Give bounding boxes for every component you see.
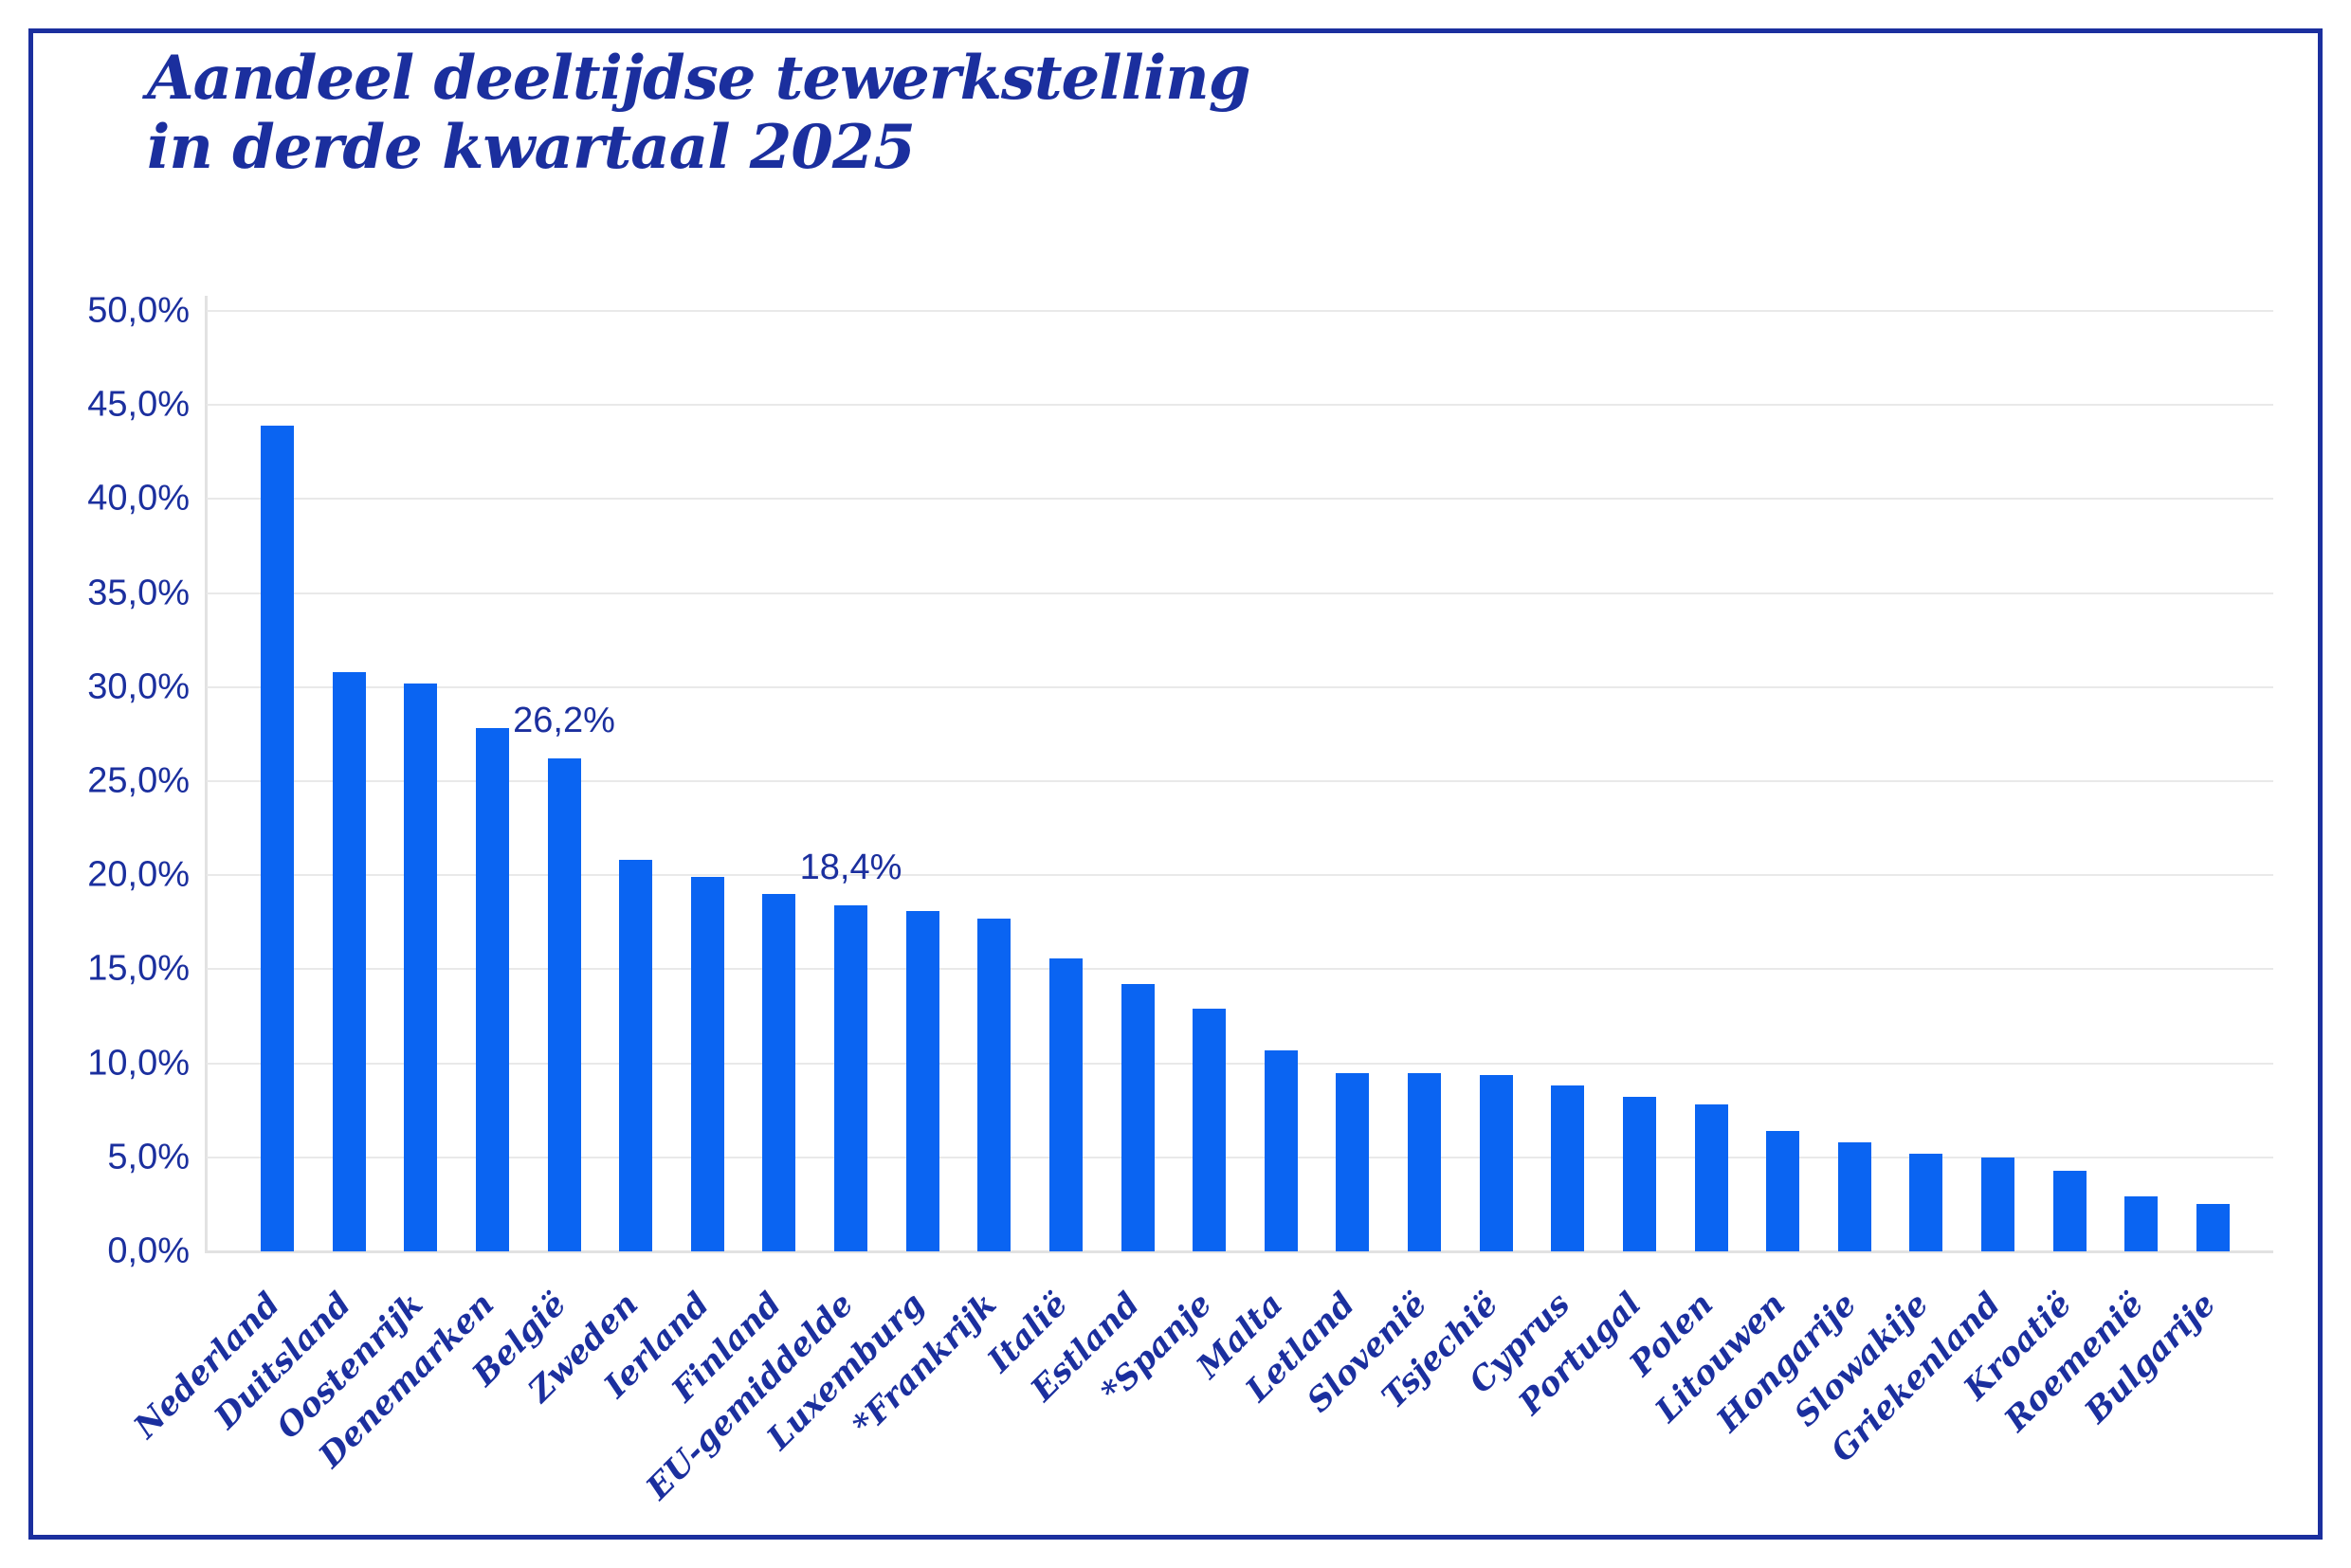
bar-frankrijk [977,918,1011,1251]
gridline-5 [207,1156,2273,1158]
bar-slowakije [1909,1153,1943,1251]
bar-ierland [690,877,724,1251]
bar-tsjechi [1479,1074,1513,1251]
y-tick-label-0: 0,0% [107,1231,190,1271]
bar-duitsland [332,671,366,1251]
bar-value-label-belgi: 26,2% [513,701,615,741]
gridline-50 [207,310,2273,312]
chart-title-line-1: Aandeel deeltijdse tewerkstelling [147,43,1250,114]
y-tick-label-40: 40,0% [87,478,190,519]
gridline-10 [207,1062,2273,1065]
bar-kroati [2052,1170,2087,1251]
x-tick-labels: Nederland Duitsland Oostenrijk Denemarken Be… [126,1251,2273,1536]
bar-malta [1264,1049,1298,1251]
gridline-25 [207,780,2273,782]
y-tick-label-20: 20,0% [87,854,190,895]
y-tick-label-50: 50,0% [87,290,190,331]
bar-portugal [1622,1097,1656,1251]
bar-spanje [1193,1009,1227,1251]
y-tick-label-30: 30,0% [87,666,190,707]
bar-letland [1336,1072,1370,1251]
page-border-frame: Aandeel deeltijdse tewerkstelling in der… [28,28,2323,1540]
bar-oostenrijk [404,683,438,1251]
bar-belgi [547,758,581,1251]
bar-roemeni [2124,1196,2159,1251]
y-tick-label-45: 45,0% [87,384,190,425]
y-tick-label-25: 25,0% [87,760,190,801]
gridline-30 [207,685,2273,688]
y-tick-label-15: 15,0% [87,948,190,989]
plot-area: 0,0% 5,0% 10,0% 15,0% 20,0% 25,0% 30,0% 35,0% 40… [87,291,2273,1507]
bar-nederland [261,426,294,1251]
gridline-35 [207,592,2273,594]
y-tick-label-10: 10,0% [87,1043,190,1084]
bar-luxemburg [905,910,939,1251]
bar-sloveni [1408,1072,1442,1251]
chart-title: Aandeel deeltijdse tewerkstelling in der… [147,43,1250,183]
bar-itali [1048,957,1083,1251]
bar-value-label-eu-gemiddelde: 18,4% [799,847,902,887]
gridline-45 [207,404,2273,407]
y-axis-line [205,296,208,1253]
bar-bulgarije [2196,1204,2230,1251]
bar-eu-gemiddelde [834,904,868,1251]
bar-zweden [619,860,653,1251]
bar-litouwen [1766,1131,1800,1251]
gridline-20 [207,874,2273,877]
chart-title-line-2: in derde kwartaal 2025 [147,111,916,183]
bar-polen [1694,1104,1728,1251]
gridline-15 [207,968,2273,971]
bar-hongarije [1837,1141,1871,1251]
gridline-40 [207,498,2273,501]
bar-griekenland [1981,1157,2015,1251]
bar-denemarken [475,728,509,1251]
gridline-0 [207,1250,2273,1253]
bar-estland [1121,984,1155,1251]
y-tick-label-35: 35,0% [87,573,190,613]
y-tick-label-5: 5,0% [107,1137,190,1177]
bar-cyprus [1551,1085,1585,1251]
bar-finland [762,894,796,1251]
